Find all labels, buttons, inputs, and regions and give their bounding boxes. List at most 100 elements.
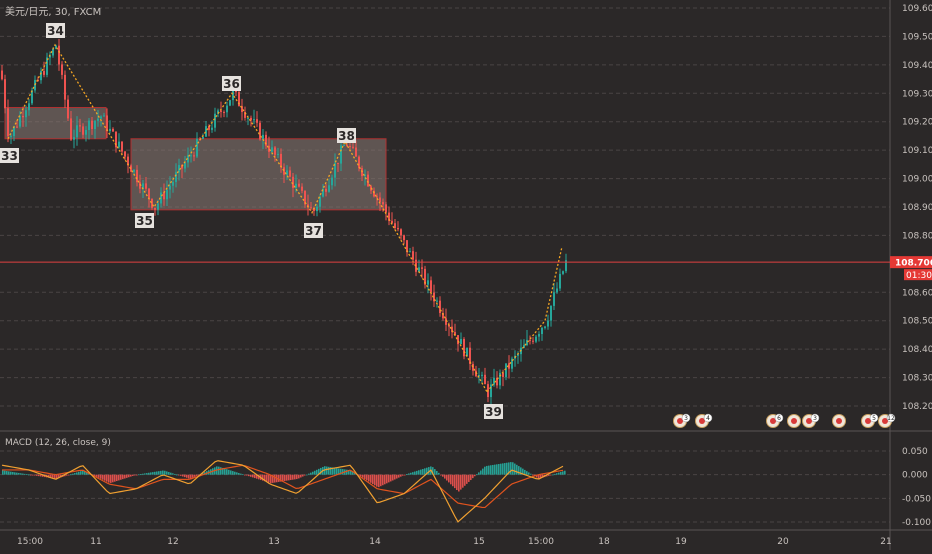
candle-body[interactable] (397, 227, 399, 230)
candle-body[interactable] (517, 354, 519, 356)
candle-body[interactable] (379, 197, 381, 203)
candle-body[interactable] (19, 115, 21, 127)
candle-body[interactable] (301, 186, 303, 191)
candle-body[interactable] (412, 251, 414, 260)
candle-body[interactable] (229, 100, 231, 106)
candle-body[interactable] (544, 326, 546, 328)
candle-body[interactable] (406, 240, 408, 253)
candle-body[interactable] (145, 183, 147, 189)
candle-body[interactable] (493, 377, 495, 385)
candle-body[interactable] (562, 271, 564, 274)
candle-body[interactable] (538, 334, 540, 337)
candle-body[interactable] (454, 332, 456, 336)
candle-body[interactable] (286, 170, 288, 175)
candle-body[interactable] (106, 115, 108, 132)
candle-body[interactable] (67, 99, 69, 119)
candle-body[interactable] (97, 118, 99, 121)
candle-body[interactable] (448, 324, 450, 327)
candle-body[interactable] (88, 120, 90, 131)
candle-body[interactable] (466, 347, 468, 357)
candle-body[interactable] (457, 335, 459, 345)
candle-body[interactable] (304, 190, 306, 205)
candle-body[interactable] (211, 127, 213, 130)
candle-body[interactable] (55, 45, 57, 49)
candle-body[interactable] (82, 126, 84, 135)
candle-body[interactable] (22, 115, 24, 118)
candle-body[interactable] (1, 70, 3, 80)
candle-body[interactable] (139, 182, 141, 189)
candle-body[interactable] (328, 185, 330, 192)
candle-body[interactable] (193, 155, 195, 157)
candle-body[interactable] (52, 48, 54, 56)
candle-body[interactable] (10, 136, 12, 138)
candle-body[interactable] (499, 372, 501, 386)
candle-body[interactable] (58, 45, 60, 65)
candle-body[interactable] (550, 305, 552, 321)
candle-body[interactable] (451, 326, 453, 333)
candle-body[interactable] (391, 220, 393, 224)
candle-body[interactable] (394, 223, 396, 228)
candle-body[interactable] (355, 147, 357, 157)
candle-body[interactable] (541, 327, 543, 335)
candle-body[interactable] (430, 280, 432, 293)
candle-body[interactable] (220, 110, 222, 112)
candle-body[interactable] (124, 151, 126, 157)
candle-body[interactable] (373, 190, 375, 197)
candle-body[interactable] (559, 273, 561, 289)
candle-body[interactable] (40, 71, 42, 81)
candle-body[interactable] (526, 339, 528, 346)
candle-body[interactable] (280, 153, 282, 168)
candle-body[interactable] (115, 131, 117, 148)
candle-body[interactable] (334, 162, 336, 178)
candle-body[interactable] (376, 196, 378, 198)
candle-body[interactable] (511, 358, 513, 369)
candle-body[interactable] (319, 196, 321, 207)
candle-body[interactable] (337, 162, 339, 164)
candle-body[interactable] (289, 170, 291, 177)
candle-body[interactable] (16, 126, 18, 128)
candle-body[interactable] (469, 347, 471, 364)
candle-body[interactable] (478, 375, 480, 377)
candle-body[interactable] (172, 181, 174, 186)
candle-body[interactable] (13, 126, 15, 137)
candle-body[interactable] (352, 146, 354, 148)
candle-body[interactable] (271, 147, 273, 152)
candle-body[interactable] (205, 126, 207, 137)
candle-body[interactable] (445, 318, 447, 325)
candle-body[interactable] (295, 183, 297, 188)
candle-body[interactable] (250, 117, 252, 121)
candle-body[interactable] (151, 198, 153, 208)
candle-body[interactable] (565, 260, 567, 272)
candle-body[interactable] (142, 183, 144, 189)
candle-body[interactable] (556, 288, 558, 293)
candle-body[interactable] (202, 136, 204, 139)
candle-body[interactable] (532, 340, 534, 342)
candle-body[interactable] (28, 103, 30, 111)
candle-body[interactable] (316, 206, 318, 212)
candle-body[interactable] (424, 268, 426, 285)
candle-body[interactable] (64, 74, 66, 100)
candle-body[interactable] (256, 119, 258, 123)
candle-body[interactable] (385, 204, 387, 213)
candle-body[interactable] (340, 145, 342, 164)
candle-body[interactable] (247, 117, 249, 119)
candle-body[interactable] (7, 108, 9, 137)
candle-body[interactable] (76, 125, 78, 138)
candle-body[interactable] (208, 126, 210, 130)
candle-body[interactable] (265, 134, 267, 146)
candle-body[interactable] (112, 128, 114, 132)
candle-body[interactable] (523, 345, 525, 348)
candle-body[interactable] (439, 300, 441, 314)
candle-body[interactable] (79, 125, 81, 127)
candle-body[interactable] (349, 146, 351, 148)
candle-body[interactable] (214, 113, 216, 128)
candle-body[interactable] (274, 147, 276, 155)
candle-body[interactable] (109, 128, 111, 132)
candle-body[interactable] (364, 174, 366, 177)
candle-body[interactable] (436, 300, 438, 302)
candle-body[interactable] (223, 111, 225, 113)
candle-body[interactable] (331, 177, 333, 186)
candle-body[interactable] (244, 112, 246, 118)
candle-body[interactable] (181, 165, 183, 169)
